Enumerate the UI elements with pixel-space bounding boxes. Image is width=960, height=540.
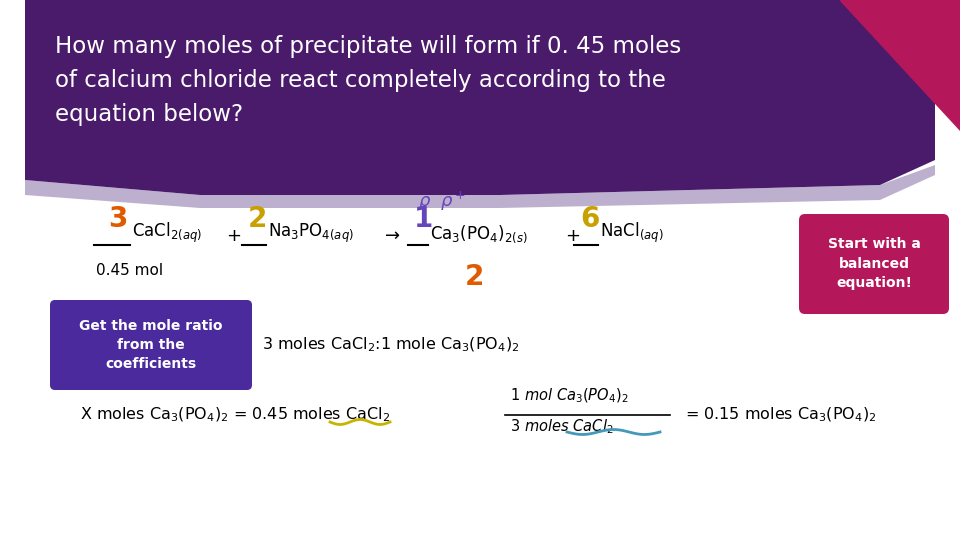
Text: 3: 3 bbox=[108, 205, 128, 233]
Polygon shape bbox=[25, 0, 935, 195]
Text: 3 moles CaCl$_2$:1 mole Ca$_3$(PO$_4$)$_2$: 3 moles CaCl$_2$:1 mole Ca$_3$(PO$_4$)$_… bbox=[262, 336, 519, 354]
Text: $1\ \mathit{mol}\ \mathit{Ca}_3(\mathit{PO}_4)_2$: $1\ \mathit{mol}\ \mathit{Ca}_3(\mathit{… bbox=[510, 387, 629, 405]
Text: How many moles of precipitate will form if 0. 45 moles
of calcium chloride react: How many moles of precipitate will form … bbox=[55, 35, 682, 126]
Text: Start with a
balanced
equation!: Start with a balanced equation! bbox=[828, 238, 921, 291]
Polygon shape bbox=[840, 0, 960, 130]
Text: $3\ \mathit{moles}\ \mathit{CaCl}_2$: $3\ \mathit{moles}\ \mathit{CaCl}_2$ bbox=[510, 417, 613, 436]
Text: 2: 2 bbox=[248, 205, 268, 233]
Text: +: + bbox=[565, 227, 580, 245]
Text: 2: 2 bbox=[465, 263, 485, 291]
Text: 6: 6 bbox=[580, 205, 599, 233]
Text: CaCl$_{2(aq)}$: CaCl$_{2(aq)}$ bbox=[132, 221, 203, 245]
Polygon shape bbox=[25, 165, 935, 208]
Text: X moles Ca$_3$(PO$_4$)$_2$ = 0.45 moles CaCl$_2$: X moles Ca$_3$(PO$_4$)$_2$ = 0.45 moles … bbox=[80, 406, 390, 424]
Text: Ca$_3$(PO$_4$)$_{2(s)}$: Ca$_3$(PO$_4$)$_{2(s)}$ bbox=[430, 224, 528, 245]
Text: Get the mole ratio
from the
coefficients: Get the mole ratio from the coefficients bbox=[80, 319, 223, 372]
Text: +: + bbox=[226, 227, 241, 245]
FancyBboxPatch shape bbox=[799, 214, 949, 314]
Text: 0.45 mol: 0.45 mol bbox=[96, 263, 163, 278]
Text: 1: 1 bbox=[414, 205, 433, 233]
Text: NaCl$_{(aq)}$: NaCl$_{(aq)}$ bbox=[600, 221, 663, 245]
Text: →: → bbox=[385, 227, 400, 245]
FancyBboxPatch shape bbox=[50, 300, 252, 390]
Text: $\rho$  $\rho$$^+$: $\rho$ $\rho$$^+$ bbox=[418, 190, 467, 213]
Text: Na$_3$PO$_{4(aq)}$: Na$_3$PO$_{4(aq)}$ bbox=[268, 222, 354, 245]
Text: = 0.15 moles Ca$_3$(PO$_4$)$_2$: = 0.15 moles Ca$_3$(PO$_4$)$_2$ bbox=[685, 406, 876, 424]
